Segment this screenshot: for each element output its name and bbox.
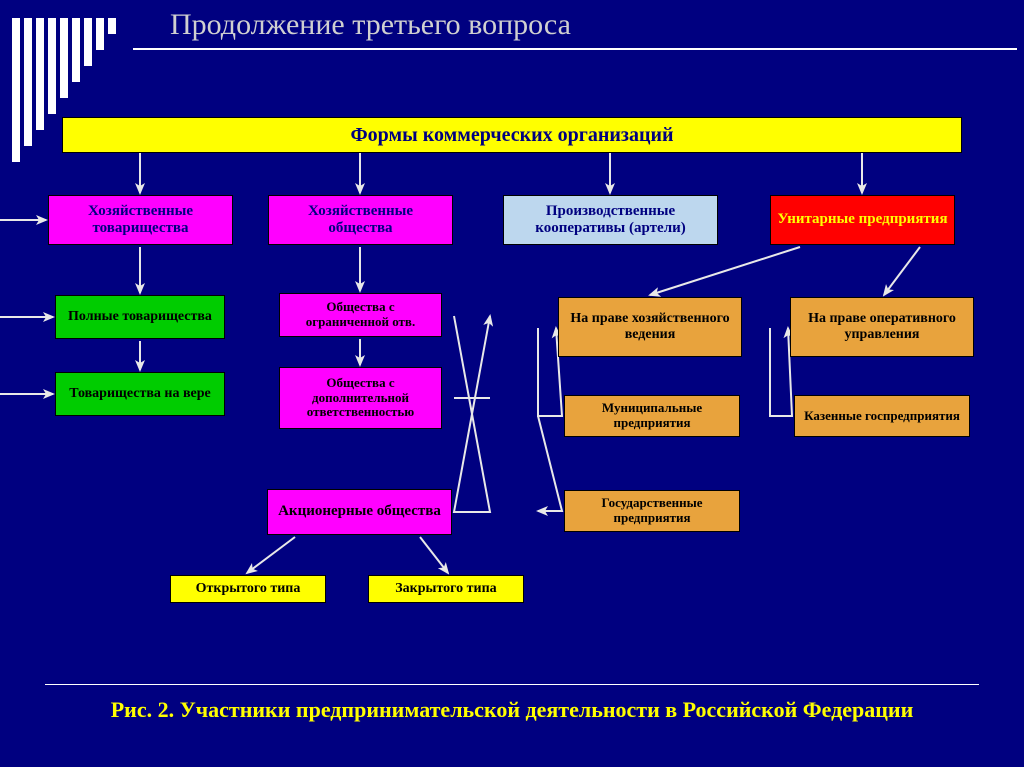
node-d1b: Государственные предприятия bbox=[564, 490, 740, 532]
node-b3o: Открытого типа bbox=[170, 575, 326, 603]
figure-caption: Рис. 2. Участники предпринимательской де… bbox=[0, 697, 1024, 723]
connector bbox=[454, 316, 490, 512]
node-a2: Товарищества на вере bbox=[55, 372, 225, 416]
node-b2: Общества с дополнительной ответственност… bbox=[279, 367, 442, 429]
node-l1c: Производственные кооперативы (артели) bbox=[503, 195, 718, 245]
node-a1: Полные товарищества bbox=[55, 295, 225, 339]
divider bbox=[133, 48, 1017, 50]
node-l1a: Хозяйственные товарищества bbox=[48, 195, 233, 245]
connector bbox=[650, 247, 800, 295]
connector bbox=[884, 247, 920, 295]
connector bbox=[770, 328, 792, 416]
node-l1b: Хозяйственные общества bbox=[268, 195, 453, 245]
node-d2a: Казенные госпредприятия bbox=[794, 395, 970, 437]
connector bbox=[538, 416, 562, 511]
node-b3c: Закрытого типа bbox=[368, 575, 524, 603]
node-d1a: Муниципальные предприятия bbox=[564, 395, 740, 437]
node-b3: Акционерные общества bbox=[267, 489, 452, 535]
node-root: Формы коммерческих организаций bbox=[62, 117, 962, 153]
node-d1: На праве хозяйственного ведения bbox=[558, 297, 742, 357]
connector bbox=[247, 537, 295, 573]
node-b1: Общества с ограниченной отв. bbox=[279, 293, 442, 337]
connector bbox=[420, 537, 448, 573]
node-l1d: Унитарные предприятия bbox=[770, 195, 955, 245]
divider bbox=[45, 684, 979, 685]
page-title: Продолжение третьего вопроса bbox=[170, 8, 571, 42]
node-d2: На праве оперативного управления bbox=[790, 297, 974, 357]
